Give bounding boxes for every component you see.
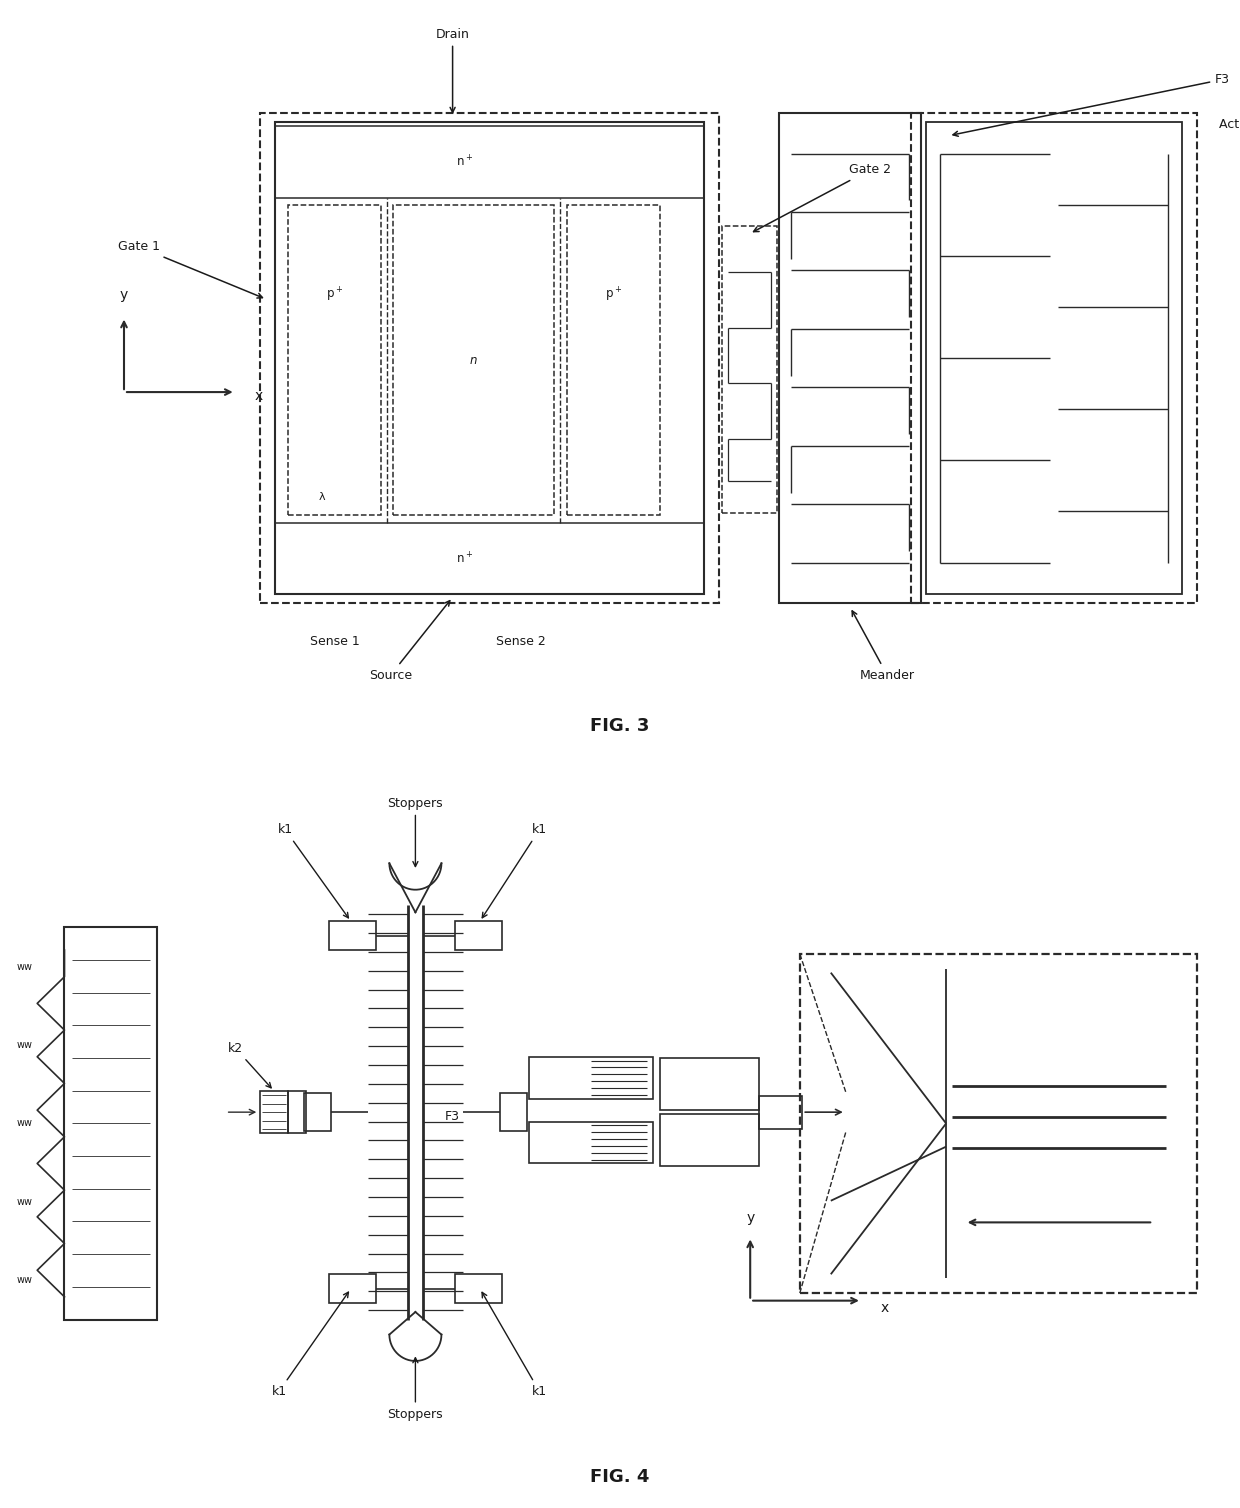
Bar xyxy=(275,127,704,198)
Text: F3: F3 xyxy=(954,72,1230,136)
Bar xyxy=(660,1114,759,1167)
Text: Sense 2: Sense 2 xyxy=(496,635,546,647)
Text: FIG. 3: FIG. 3 xyxy=(590,718,650,736)
Bar xyxy=(911,113,1197,603)
Text: Meander: Meander xyxy=(852,611,915,682)
Bar xyxy=(779,113,921,603)
Text: Actuator 1: Actuator 1 xyxy=(1219,118,1240,131)
Text: ww: ww xyxy=(17,1041,32,1050)
Bar xyxy=(275,122,704,594)
Text: Sense 1: Sense 1 xyxy=(310,635,360,647)
Text: Gate 1: Gate 1 xyxy=(118,240,263,299)
Text: p$^+$: p$^+$ xyxy=(605,287,621,305)
Text: n$^+$: n$^+$ xyxy=(456,154,474,170)
Bar xyxy=(529,1122,653,1164)
Text: ww: ww xyxy=(17,1119,32,1128)
Text: y: y xyxy=(120,288,128,302)
Text: ww: ww xyxy=(17,1276,32,1285)
Text: F3: F3 xyxy=(445,1110,460,1122)
Bar xyxy=(304,1093,331,1131)
Text: x: x xyxy=(880,1301,889,1315)
Text: ww: ww xyxy=(17,962,32,971)
Bar xyxy=(288,205,381,516)
Text: n: n xyxy=(470,353,477,366)
Bar xyxy=(722,226,777,513)
Text: Source: Source xyxy=(370,600,450,682)
Text: k1: k1 xyxy=(482,823,547,918)
Bar xyxy=(500,1093,527,1131)
Text: x: x xyxy=(254,389,263,403)
Text: Stoppers: Stoppers xyxy=(388,1357,443,1421)
Bar xyxy=(926,122,1182,594)
Text: λ: λ xyxy=(319,492,326,502)
Bar xyxy=(329,1274,376,1303)
Bar xyxy=(275,523,704,594)
Bar xyxy=(455,1274,502,1303)
Bar xyxy=(288,1092,306,1134)
Text: y: y xyxy=(746,1211,754,1224)
Text: k1: k1 xyxy=(278,823,348,918)
Bar xyxy=(64,927,157,1320)
Text: k2: k2 xyxy=(228,1042,272,1087)
Bar xyxy=(759,1095,802,1128)
Bar xyxy=(529,1057,653,1098)
Bar xyxy=(567,205,660,516)
Bar xyxy=(329,921,376,950)
Bar xyxy=(455,921,502,950)
Text: Gate 2: Gate 2 xyxy=(754,163,890,232)
Bar xyxy=(260,1092,288,1134)
Bar xyxy=(260,113,719,603)
Text: k1: k1 xyxy=(482,1292,547,1398)
Bar xyxy=(393,205,554,516)
Text: Drain: Drain xyxy=(435,27,470,113)
Text: Stoppers: Stoppers xyxy=(388,796,443,867)
Text: k1: k1 xyxy=(272,1292,348,1398)
Bar xyxy=(660,1059,759,1110)
Text: p$^+$: p$^+$ xyxy=(326,287,342,305)
Text: FIG. 4: FIG. 4 xyxy=(590,1467,650,1485)
Text: n$^+$: n$^+$ xyxy=(456,550,474,567)
Bar xyxy=(800,955,1197,1292)
Text: ww: ww xyxy=(17,1197,32,1206)
